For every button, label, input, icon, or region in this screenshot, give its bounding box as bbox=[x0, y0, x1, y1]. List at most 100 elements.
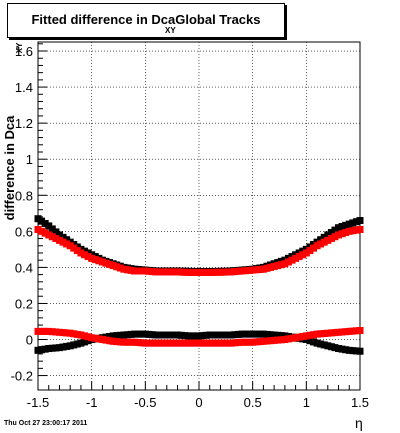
data-point-marker bbox=[209, 268, 217, 276]
data-point bbox=[324, 342, 332, 350]
data-point bbox=[45, 327, 53, 335]
data-point-marker bbox=[106, 333, 114, 341]
data-point-marker bbox=[84, 337, 92, 345]
y-tick-label: 0 bbox=[26, 333, 33, 348]
data-point-marker bbox=[63, 236, 71, 244]
data-point bbox=[270, 331, 278, 339]
data-point-marker bbox=[352, 327, 360, 335]
data-point-marker bbox=[134, 330, 142, 338]
data-point-marker bbox=[327, 229, 335, 237]
data-point-marker bbox=[242, 338, 250, 346]
data-point bbox=[141, 267, 149, 275]
data-point-marker bbox=[349, 227, 357, 235]
data-point-marker bbox=[327, 343, 335, 351]
data-point bbox=[174, 331, 182, 339]
data-point bbox=[34, 215, 42, 223]
data-point bbox=[34, 327, 42, 335]
data-point-marker bbox=[245, 330, 253, 338]
data-point-marker bbox=[256, 330, 264, 338]
data-point bbox=[77, 245, 85, 253]
data-point bbox=[206, 339, 214, 347]
data-point-marker bbox=[231, 331, 239, 339]
data-point-marker bbox=[213, 331, 221, 339]
data-point-marker bbox=[59, 329, 67, 337]
data-point bbox=[356, 217, 364, 225]
data-point-marker bbox=[256, 338, 264, 346]
data-point bbox=[55, 231, 63, 239]
data-point-marker bbox=[38, 346, 46, 354]
grid bbox=[38, 42, 360, 390]
data-point-marker bbox=[113, 332, 121, 340]
data-point-marker bbox=[159, 268, 167, 276]
data-point-marker bbox=[242, 267, 250, 275]
data-point-marker bbox=[274, 331, 282, 339]
data-point-marker bbox=[166, 268, 174, 276]
x-axis-label: η bbox=[355, 415, 363, 431]
data-point-marker bbox=[166, 331, 174, 339]
data-point-marker bbox=[349, 347, 357, 355]
data-point bbox=[88, 251, 96, 259]
data-point-marker bbox=[177, 268, 185, 276]
data-point-marker bbox=[59, 238, 67, 246]
series-4 bbox=[34, 326, 364, 347]
data-point bbox=[98, 258, 106, 266]
data-point-marker bbox=[202, 268, 210, 276]
y-axis-label-subscript: XY bbox=[15, 42, 24, 53]
data-point-marker bbox=[288, 334, 296, 342]
data-point-marker bbox=[145, 339, 153, 347]
data-point bbox=[77, 331, 85, 339]
data-point-marker bbox=[220, 339, 228, 347]
data-point-marker bbox=[349, 219, 357, 227]
data-point-marker bbox=[148, 331, 156, 339]
data-point-marker bbox=[52, 344, 60, 352]
data-point-marker bbox=[138, 267, 146, 275]
data-point-marker bbox=[252, 330, 260, 338]
data-point-marker bbox=[41, 220, 49, 228]
data-point-marker bbox=[288, 253, 296, 261]
data-point bbox=[131, 267, 139, 275]
data-point-marker bbox=[95, 335, 103, 343]
data-point bbox=[270, 262, 278, 270]
data-point-marker bbox=[188, 268, 196, 276]
data-point bbox=[206, 331, 214, 339]
data-point-marker bbox=[188, 332, 196, 340]
data-point-marker bbox=[295, 249, 303, 257]
data-point-marker bbox=[309, 338, 317, 346]
data-point-marker bbox=[138, 330, 146, 338]
data-point bbox=[356, 347, 364, 355]
data-point bbox=[195, 332, 203, 340]
data-point-marker bbox=[73, 330, 81, 338]
data-point-marker bbox=[220, 268, 228, 276]
data-point bbox=[216, 339, 224, 347]
data-point-marker bbox=[159, 331, 167, 339]
data-point-marker bbox=[48, 225, 56, 233]
data-point-marker bbox=[48, 344, 56, 352]
data-point bbox=[292, 254, 300, 262]
data-point-marker bbox=[123, 331, 131, 339]
data-point bbox=[335, 328, 343, 336]
y-axis-label: difference in Dca bbox=[2, 115, 17, 221]
data-point bbox=[259, 265, 267, 273]
data-point bbox=[302, 249, 310, 257]
data-point-marker bbox=[320, 233, 328, 241]
data-point-marker bbox=[224, 268, 232, 276]
data-point bbox=[120, 331, 128, 339]
data-point-marker bbox=[123, 338, 131, 346]
data-point-marker bbox=[331, 329, 339, 337]
data-point bbox=[45, 231, 53, 239]
data-point-marker bbox=[231, 268, 239, 276]
data-point-marker bbox=[116, 338, 124, 346]
data-point-marker bbox=[331, 344, 339, 352]
data-point-marker bbox=[295, 253, 303, 261]
data-point-marker bbox=[263, 330, 271, 338]
data-point bbox=[238, 267, 246, 275]
data-point bbox=[45, 345, 53, 353]
data-point-marker bbox=[191, 332, 199, 340]
data-point-marker bbox=[299, 251, 307, 259]
data-point bbox=[356, 326, 364, 334]
data-point-marker bbox=[338, 345, 346, 353]
data-point bbox=[141, 339, 149, 347]
data-point-marker bbox=[234, 339, 242, 347]
data-point-marker bbox=[263, 337, 271, 345]
data-point-marker bbox=[52, 328, 60, 336]
